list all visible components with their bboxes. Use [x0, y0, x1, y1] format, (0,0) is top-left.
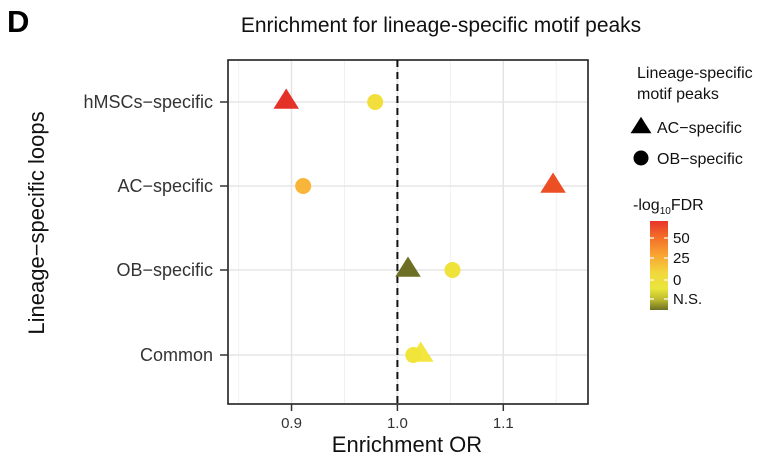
x-tick-label-1: 1.0: [387, 415, 408, 432]
legend-title-line-1: Lineage-specific: [637, 65, 753, 82]
ob-specific-circle-ac-specific-point: [295, 178, 312, 194]
y-tick-label-common: Common: [140, 345, 213, 365]
legend-item-label-ob-specific: OB−specific: [657, 151, 743, 168]
chart-title: Enrichment for lineage-specific motif pe…: [241, 14, 641, 37]
legend-circle-icon: [633, 150, 649, 166]
x-tick-label-0-9: 0.9: [281, 415, 302, 432]
axis-layer: hMSCs−specific AC−specific OB−specific Comm…: [83, 92, 513, 432]
shape-legend: Lineage-specific motif peaks AC−specific OB…: [630, 65, 753, 168]
colorbar-tick-label-50: 50: [673, 230, 690, 247]
colorbar-tick-label-n-s: N.S.: [673, 291, 702, 308]
colorbar-title-subscript: 10: [660, 206, 672, 217]
colorbar-title: -log10FDR: [633, 197, 704, 217]
panel-letter: D: [7, 4, 29, 39]
legend-triangle-icon: [630, 116, 652, 134]
x-axis-label: Enrichment OR: [332, 432, 482, 457]
y-tick-label-hmscs-specific: hMSCs−specific: [83, 92, 213, 112]
y-tick-label-ob-specific: OB−specific: [116, 260, 213, 280]
ob-specific-circle-hmscs-specific-point: [367, 94, 384, 110]
colorbar-tick-label-0: 0: [673, 272, 681, 289]
colorbar-tick-label-25: 25: [673, 250, 690, 267]
y-tick-label-ac-specific: AC−specific: [117, 176, 213, 196]
ac-specific-triangle-ac-specific-point: [540, 172, 566, 193]
ob-specific-circle-ob-specific-point: [444, 262, 461, 278]
marks-layer: [273, 88, 566, 363]
plot-area: [227, 59, 589, 405]
y-axis-label: Lineage−specific loops: [24, 111, 49, 334]
ac-specific-triangle-ob-specific-point: [395, 256, 421, 277]
ob-specific-circle-common-point: [405, 347, 422, 363]
colorbar-gradient: [650, 221, 668, 310]
x-tick-label-1-1: 1.1: [493, 415, 514, 432]
ac-specific-triangle-hmscs-specific-point: [273, 88, 299, 109]
colorbar-legend: -log10FDR 50 25 0 N.S.: [633, 197, 704, 310]
legend-title-line-2: motif peaks: [637, 86, 719, 103]
legend-item-label-ac-specific: AC−specific: [657, 120, 742, 137]
